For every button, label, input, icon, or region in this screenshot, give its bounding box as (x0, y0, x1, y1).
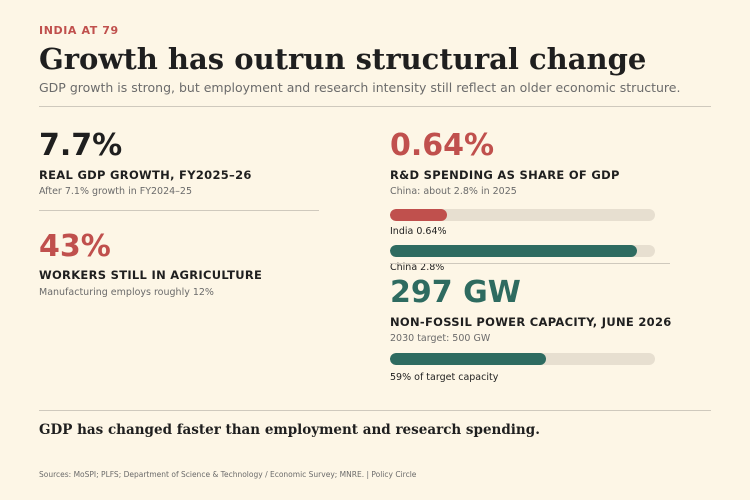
china-rnd-bar (390, 245, 638, 257)
power-progress-label: 59% of target capacity (390, 372, 499, 383)
left-divider (39, 210, 319, 211)
gdp-value: 7.7% (39, 128, 123, 163)
sources-note: Sources: MoSPI; PLFS; Department of Scie… (39, 470, 417, 479)
agriculture-value: 43% (39, 229, 111, 264)
india-rnd-bar (390, 209, 447, 221)
power-value: 297 GW (390, 275, 521, 310)
footer-divider (39, 410, 711, 411)
power-progress-bar (390, 353, 547, 365)
takeaway: GDP has changed faster than employment a… (39, 422, 540, 438)
rnd-label: R&D SPENDING AS SHARE OF GDP (390, 168, 620, 182)
page-subtitle: GDP growth is strong, but employment and… (39, 80, 681, 95)
right-divider (390, 263, 670, 264)
rnd-value: 0.64% (390, 128, 495, 163)
india-rnd-bar-track (390, 209, 655, 221)
header-divider (39, 106, 711, 107)
gdp-note: After 7.1% growth in FY2024–25 (39, 186, 193, 197)
power-label: NON-FOSSIL POWER CAPACITY, JUNE 2026 (390, 315, 672, 329)
gdp-label: REAL GDP GROWTH, FY2025–26 (39, 168, 252, 182)
agriculture-note: Manufacturing employs roughly 12% (39, 287, 214, 298)
power-progress-track (390, 353, 655, 365)
power-note: 2030 target: 500 GW (390, 333, 491, 344)
kicker: INDIA AT 79 (39, 24, 119, 37)
rnd-note: China: about 2.8% in 2025 (390, 186, 517, 197)
agriculture-label: WORKERS STILL IN AGRICULTURE (39, 268, 263, 282)
india-rnd-bar-label: India 0.64% (390, 226, 447, 237)
china-rnd-bar-label: China 2.8% (390, 262, 445, 273)
china-rnd-bar-track (390, 245, 655, 257)
page-title: Growth has outrun structural change (39, 42, 647, 76)
